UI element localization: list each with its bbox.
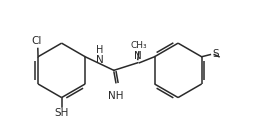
Text: S: S: [212, 49, 219, 59]
Text: N: N: [134, 51, 142, 61]
Text: NH: NH: [108, 91, 124, 101]
Text: Cl: Cl: [32, 36, 42, 46]
Text: N: N: [96, 55, 103, 65]
Text: H: H: [96, 45, 103, 55]
Text: SH: SH: [55, 109, 69, 118]
Text: CH₃: CH₃: [131, 41, 147, 50]
